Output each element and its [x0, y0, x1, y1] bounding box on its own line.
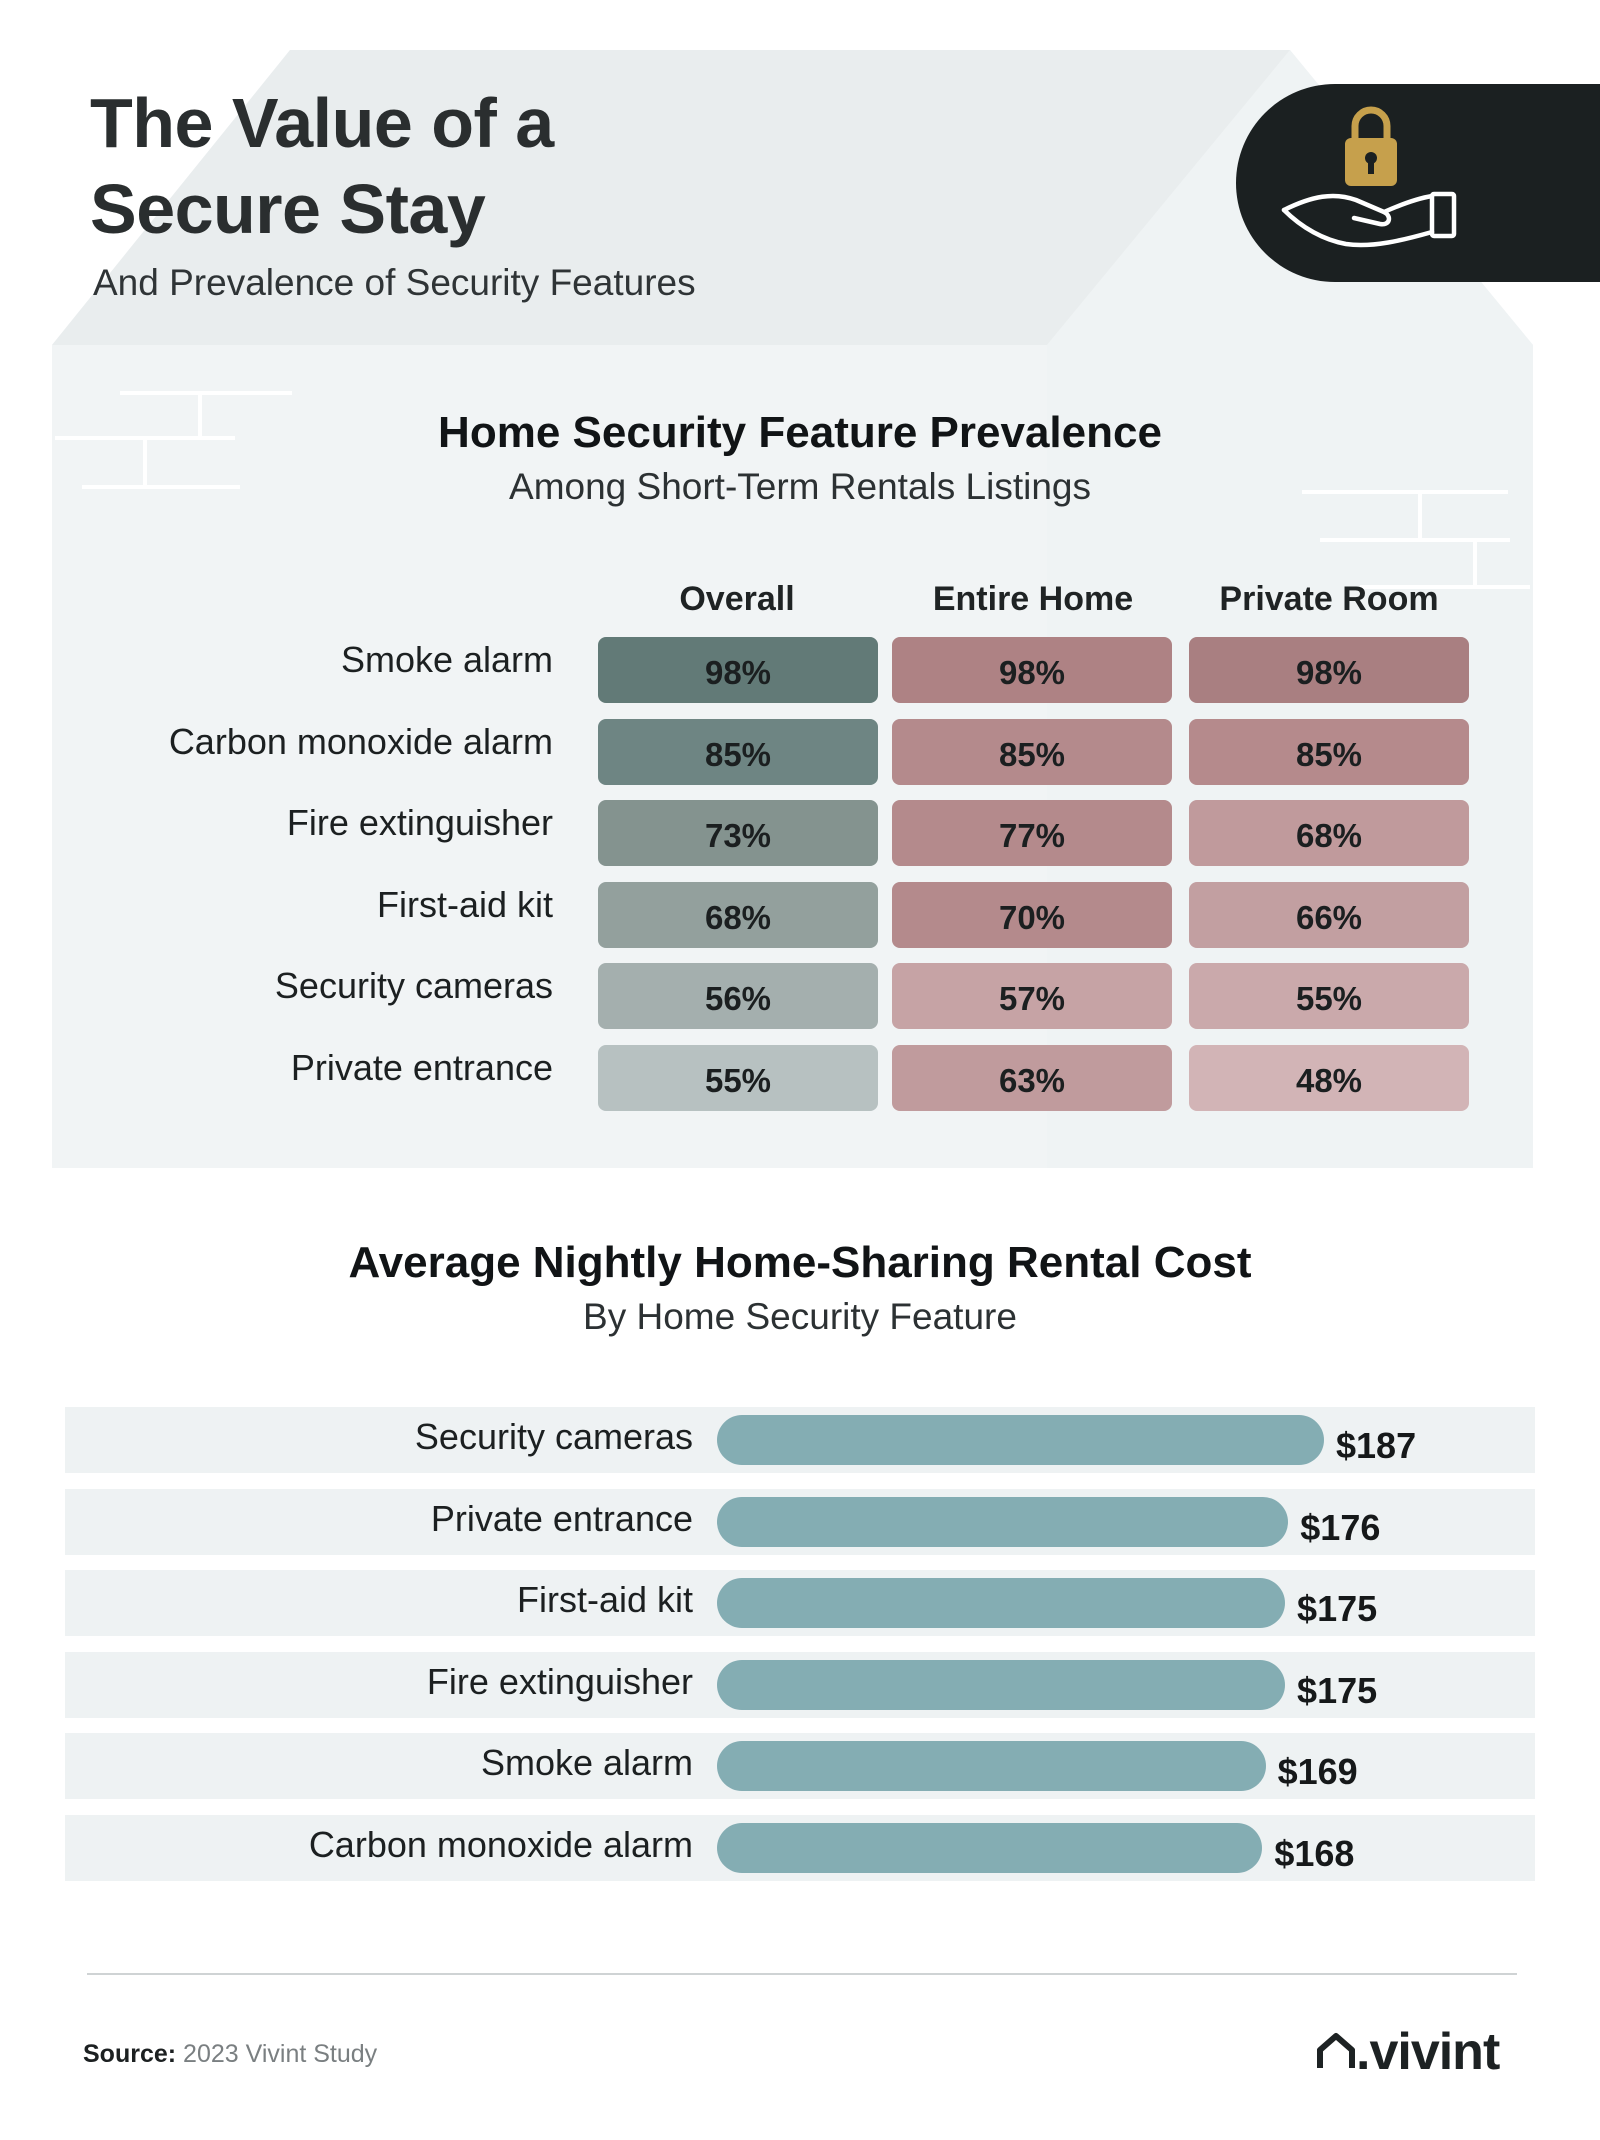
- bar-value-label: $187: [1336, 1425, 1417, 1466]
- padlock-icon: [1345, 106, 1397, 186]
- bar-category-label: Security cameras: [414, 1416, 693, 1457]
- page-title: The Value of a Secure Stay: [90, 84, 554, 248]
- bar-category-label: First-aid kit: [516, 1579, 693, 1621]
- bar-value-label: $175: [1297, 1669, 1378, 1711]
- table-cell: 55%: [1189, 963, 1469, 1030]
- table-cell: 57%: [892, 963, 1172, 1030]
- table-title: Home Security Feature Prevalence: [438, 408, 1162, 457]
- table-cell: 66%: [1189, 881, 1469, 948]
- bar-category-label: Smoke alarm: [480, 1742, 693, 1784]
- source-text: 2023 Vivint Study: [183, 2040, 378, 2068]
- source-label: Source:: [83, 2040, 177, 2068]
- bar-chart-subtitle: By Home Security Feature: [583, 1296, 1017, 1337]
- table-cell: 98%: [598, 637, 878, 703]
- bar: [717, 1578, 1286, 1629]
- table-cell: 56%: [598, 963, 878, 1030]
- vivint-logo: .vivint: [1316, 2022, 1500, 2082]
- bar-category-label: Private entrance: [430, 1497, 693, 1539]
- table-row-label: First-aid kit: [376, 883, 553, 925]
- table-cell: 85%: [1189, 718, 1469, 785]
- table-cell: 98%: [1189, 637, 1469, 703]
- open-hand-icon: [1281, 191, 1457, 248]
- table-row-label: Fire extinguisher: [286, 802, 553, 844]
- bar-value-label: $176: [1300, 1506, 1381, 1548]
- bar: [717, 1659, 1286, 1710]
- col-header-overall: Overall: [679, 580, 795, 618]
- col-header-entire-home: Entire Home: [932, 580, 1134, 618]
- table-cell: 70%: [892, 881, 1172, 948]
- table-cell: 63%: [892, 1045, 1172, 1111]
- hand-lock-icon: [1281, 106, 1457, 248]
- table-cell: 55%: [598, 1045, 878, 1111]
- table-row-label: Smoke alarm: [340, 639, 553, 680]
- bar: [717, 1823, 1263, 1873]
- table-cell: 98%: [892, 637, 1172, 703]
- bar-value-label: $175: [1297, 1588, 1378, 1630]
- footer-divider: [87, 1973, 1517, 1975]
- bar-value-label: $168: [1274, 1833, 1355, 1874]
- bar: [717, 1415, 1324, 1465]
- page-subtitle: And Prevalence of Security Features: [93, 262, 696, 303]
- table-cell: 85%: [892, 718, 1172, 785]
- table-cell: 73%: [598, 800, 878, 867]
- table-row-label: Private entrance: [290, 1047, 553, 1088]
- table-cell: 68%: [598, 881, 878, 948]
- bar: [717, 1741, 1266, 1792]
- col-header-private-room: Private Room: [1219, 580, 1439, 618]
- table-row-label: Security cameras: [274, 965, 553, 1007]
- table-row-label: Carbon monoxide alarm: [168, 720, 553, 762]
- bar-category-label: Fire extinguisher: [426, 1660, 693, 1702]
- table-cell: 77%: [892, 800, 1172, 867]
- table-cell: 85%: [598, 718, 878, 785]
- bar-chart-title: Average Nightly Home-Sharing Rental Cost: [348, 1238, 1252, 1287]
- table-cell: 48%: [1189, 1045, 1469, 1111]
- table-subtitle: Among Short-Term Rentals Listings: [509, 466, 1091, 507]
- bar-value-label: $169: [1277, 1751, 1358, 1793]
- source-note: Source: 2023 Vivint Study: [83, 2040, 377, 2069]
- logo-text: .vivint: [1356, 2023, 1500, 2081]
- security-badge: [1236, 84, 1600, 282]
- house-roof-icon: [1317, 2033, 1355, 2068]
- bar: [717, 1496, 1289, 1547]
- table-cell: 68%: [1189, 800, 1469, 867]
- bar-category-label: Carbon monoxide alarm: [308, 1824, 693, 1865]
